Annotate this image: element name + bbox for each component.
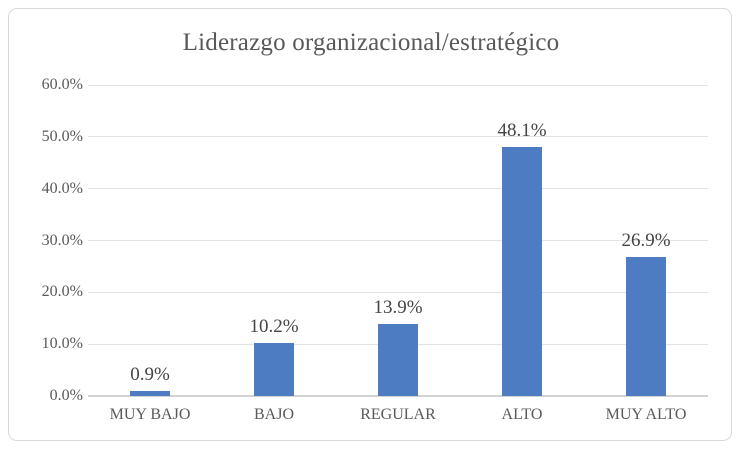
bar-muy-alto [626, 256, 666, 396]
gridline [88, 240, 708, 241]
gridline [88, 291, 708, 293]
x-axis-line [88, 395, 708, 397]
x-tick-label: BAJO [253, 406, 294, 423]
bar-regular [378, 323, 418, 396]
y-tick-label: 60.0% [41, 76, 83, 93]
plot-area: 0.9% 10.2% 13.9% 48.1% 26.9% [88, 84, 708, 397]
x-axis-labels: MUY BAJO BAJO REGULAR ALTO MUY ALTO [88, 406, 708, 428]
bar-value-label: 0.9% [130, 364, 170, 386]
y-tick-label: 20.0% [41, 283, 83, 301]
y-tick-label: 30.0% [41, 231, 83, 249]
y-tick-label: 50.0% [41, 127, 83, 145]
x-tick-label: MUY ALTO [605, 406, 687, 423]
bar-value-label: 10.2% [249, 316, 299, 338]
x-tick-label: MUY BAJO [109, 406, 191, 423]
y-tick-label: 40.0% [41, 179, 83, 197]
gridline [88, 84, 708, 86]
bar-value-label: 13.9% [373, 296, 423, 318]
bar-muy-bajo [130, 391, 170, 396]
chart-frame [8, 8, 732, 441]
x-tick-label: REGULAR [360, 406, 436, 423]
bar-value-label: 48.1% [497, 119, 547, 141]
gridline [88, 136, 708, 138]
y-axis-labels: 0.0% 10.0% 20.0% 30.0% 40.0% 50.0% 60.0% [0, 77, 83, 404]
chart-title: Liderazgo organizacional/estratégico [182, 29, 560, 56]
bar-bajo [254, 343, 294, 396]
bar-alto [502, 146, 542, 396]
x-tick-label: ALTO [501, 406, 543, 423]
y-tick-label: 0.0% [49, 387, 83, 404]
bar-value-label: 26.9% [621, 229, 671, 251]
gridline [88, 188, 708, 190]
y-tick-label: 10.0% [41, 335, 83, 353]
